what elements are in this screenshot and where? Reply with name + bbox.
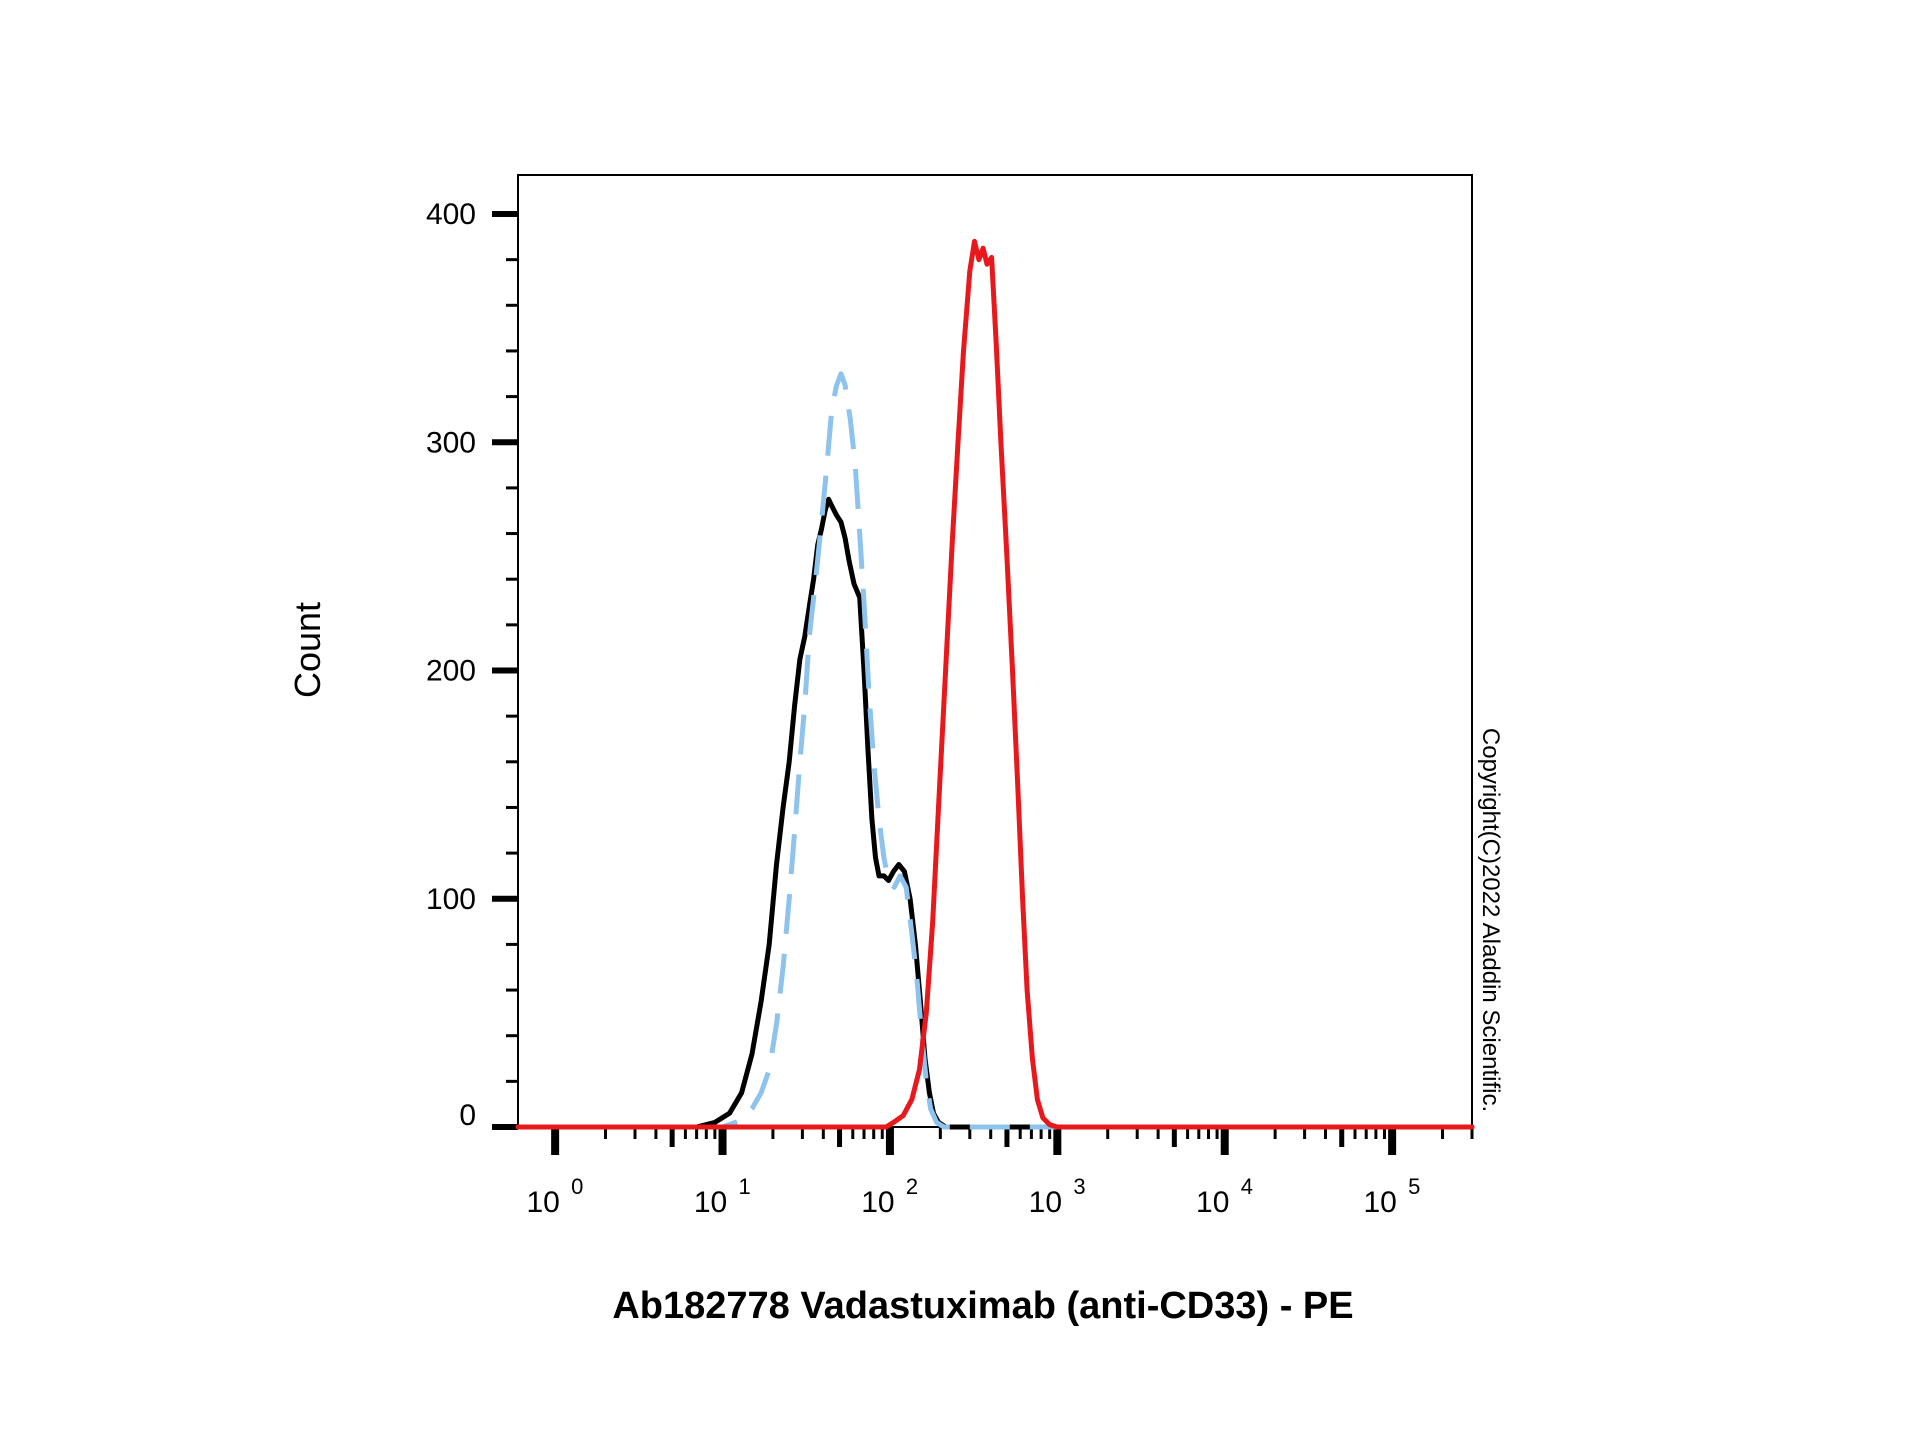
x-tick-label: 10 xyxy=(861,1186,894,1219)
x-tick-exponent: 4 xyxy=(1241,1174,1253,1199)
series-line-3 xyxy=(515,238,1475,1130)
x-tick-exponent: 0 xyxy=(571,1174,583,1199)
x-tick-exponent: 2 xyxy=(906,1174,918,1199)
y-tick-label: 200 xyxy=(426,655,476,688)
x-tick-label: 10 xyxy=(1363,1186,1396,1219)
x-tick-label: 10 xyxy=(1029,1186,1062,1219)
x-tick-exponent: 5 xyxy=(1408,1174,1420,1199)
x-tick-exponent: 1 xyxy=(739,1174,751,1199)
x-tick-label: 10 xyxy=(694,1186,727,1219)
x-tick-exponent: 3 xyxy=(1073,1174,1085,1199)
y-tick-label: 400 xyxy=(426,198,476,231)
y-axis-label: Count xyxy=(287,602,328,698)
y-tick-label: 100 xyxy=(426,883,476,916)
series-layer xyxy=(515,238,1475,1130)
copyright-text: Copyright(C)2022 Aladdin Scientific. xyxy=(1477,728,1504,1112)
series-line-1 xyxy=(515,496,1475,1130)
series-line-2 xyxy=(518,371,1472,1130)
y-tick-label: 0 xyxy=(459,1099,476,1132)
y-tick-label: 300 xyxy=(426,426,476,459)
x-axis-label: Ab182778 Vadastuximab (anti-CD33) - PE xyxy=(612,1285,1353,1327)
x-tick-label: 10 xyxy=(526,1186,559,1219)
x-axis: 10 0 10 1 10 2 10 3 10 4 10 5 xyxy=(526,1127,1474,1219)
x-tick-label: 10 xyxy=(1196,1186,1229,1219)
y-axis: 0 100 200 300 400 xyxy=(426,198,518,1132)
